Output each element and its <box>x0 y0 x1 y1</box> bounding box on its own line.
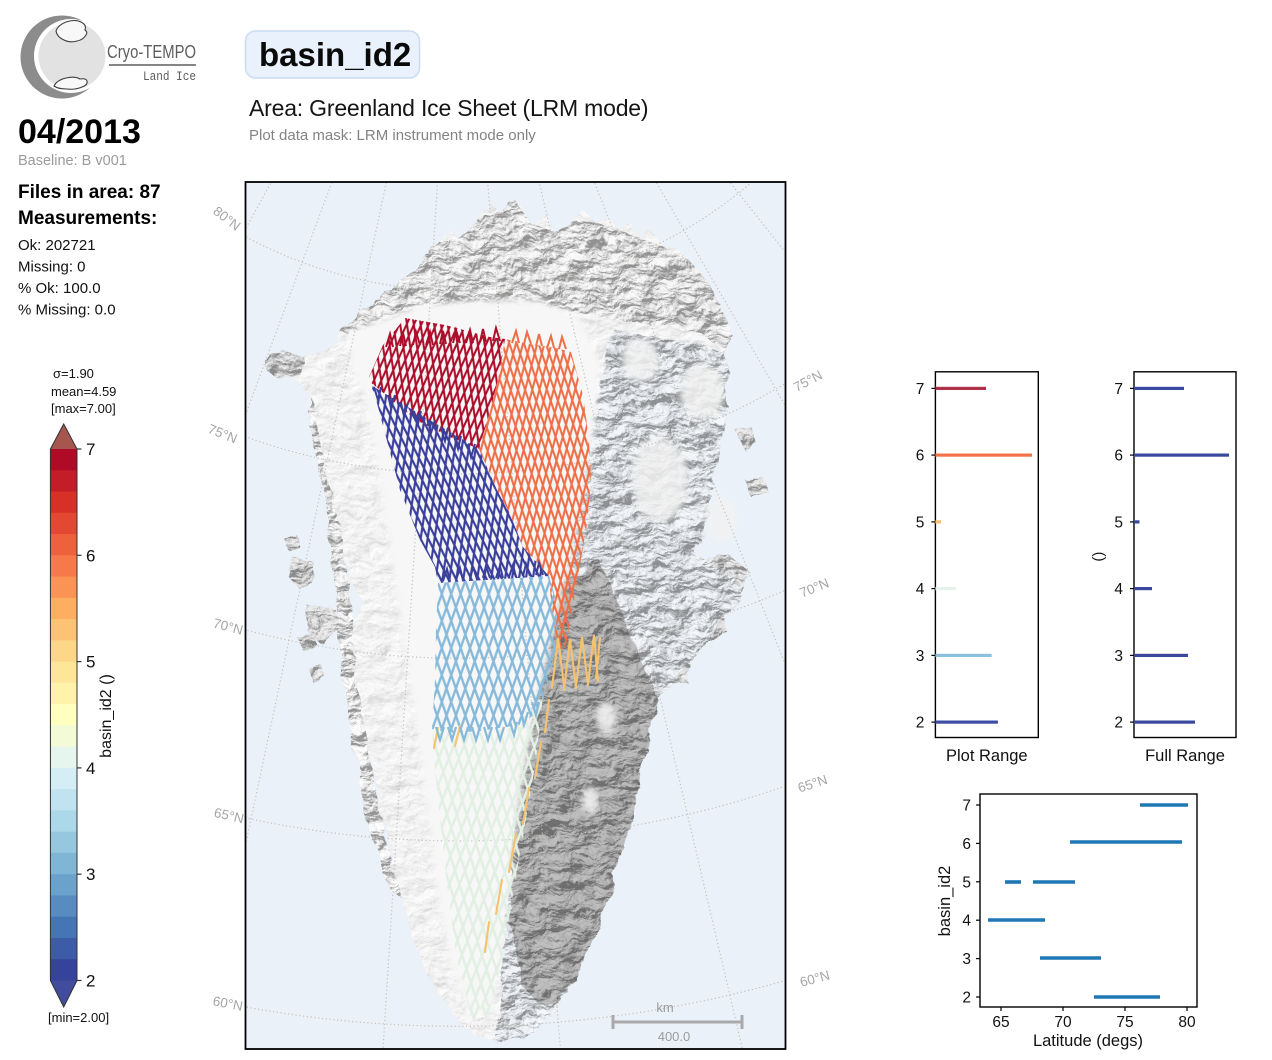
svg-text:Measurements:: Measurements: <box>18 208 157 229</box>
svg-text:3: 3 <box>962 951 971 968</box>
svg-text:σ=1.90: σ=1.90 <box>53 366 94 381</box>
svg-text:65°N: 65°N <box>213 805 246 826</box>
svg-text:2: 2 <box>1114 715 1123 732</box>
svg-text:mean=4.59: mean=4.59 <box>51 384 116 399</box>
svg-text:Cryo-TEMPO: Cryo-TEMPO <box>107 42 196 62</box>
svg-text:4: 4 <box>962 913 971 930</box>
svg-text:80°N: 80°N <box>210 203 243 233</box>
svg-text:6: 6 <box>1114 448 1123 465</box>
svg-text:basin_id2: basin_id2 <box>259 36 411 73</box>
svg-text:[min=2.00]: [min=2.00] <box>48 1010 109 1025</box>
svg-text:7: 7 <box>1114 381 1123 398</box>
svg-text:5: 5 <box>916 514 925 531</box>
svg-text:Ok: 202721: Ok: 202721 <box>18 237 96 254</box>
svg-text:7: 7 <box>916 381 925 398</box>
svg-text:[max=7.00]: [max=7.00] <box>51 401 116 416</box>
svg-text:4: 4 <box>86 759 95 778</box>
svg-text:2: 2 <box>916 715 925 732</box>
svg-text:75°N: 75°N <box>791 367 825 394</box>
svg-text:400.0: 400.0 <box>658 1029 691 1044</box>
svg-text:70°N: 70°N <box>798 575 832 600</box>
svg-text:3: 3 <box>86 865 95 884</box>
svg-text:75°N: 75°N <box>206 421 240 446</box>
svg-text:Missing: 0: Missing: 0 <box>18 259 86 276</box>
svg-text:basin_id2: basin_id2 <box>936 866 954 937</box>
svg-text:Full Range: Full Range <box>1145 747 1225 765</box>
svg-text:Area: Greenland Ice Sheet (LRM: Area: Greenland Ice Sheet (LRM mode) <box>249 95 648 121</box>
svg-text:6: 6 <box>962 836 971 853</box>
svg-text:2: 2 <box>86 972 95 991</box>
svg-text:60°N: 60°N <box>212 993 244 1013</box>
svg-text:6: 6 <box>86 546 95 565</box>
svg-text:% Ok: 100.0: % Ok: 100.0 <box>18 280 101 297</box>
svg-text:% Missing: 0.0: % Missing: 0.0 <box>18 302 116 319</box>
svg-text:65: 65 <box>992 1014 1009 1031</box>
svg-text:80: 80 <box>1178 1014 1196 1031</box>
svg-text:5: 5 <box>962 874 971 891</box>
svg-text:04/2013: 04/2013 <box>18 113 141 151</box>
svg-text:70°N: 70°N <box>212 616 245 638</box>
svg-text:5: 5 <box>86 653 95 672</box>
svg-text:75: 75 <box>1116 1014 1133 1031</box>
svg-text:basin_id2 (): basin_id2 () <box>98 674 115 758</box>
svg-text:Files in area: 87: Files in area: 87 <box>18 182 161 203</box>
svg-text:3: 3 <box>916 648 925 665</box>
svg-text:Latitude (degs): Latitude (degs) <box>1033 1032 1143 1050</box>
svg-text:5: 5 <box>1114 514 1123 531</box>
svg-text:7: 7 <box>962 798 971 815</box>
svg-text:65°N: 65°N <box>796 772 829 796</box>
svg-text:2: 2 <box>962 990 971 1007</box>
svg-text:4: 4 <box>916 581 925 598</box>
svg-text:6: 6 <box>916 448 925 465</box>
svg-text:km: km <box>656 1000 673 1015</box>
svg-text:Plot Range: Plot Range <box>946 747 1028 765</box>
svg-text:Baseline: B v001: Baseline: B v001 <box>18 153 127 169</box>
svg-text:4: 4 <box>1114 581 1123 598</box>
svg-text:Plot data mask: LRM instrument: Plot data mask: LRM instrument mode only <box>249 127 536 144</box>
svg-text:60°N: 60°N <box>798 968 831 990</box>
svg-text:3: 3 <box>1114 648 1123 665</box>
svg-text:Land Ice: Land Ice <box>143 70 196 84</box>
svg-text:70: 70 <box>1054 1014 1072 1031</box>
svg-text:(): () <box>1090 552 1107 562</box>
svg-text:7: 7 <box>86 440 95 459</box>
